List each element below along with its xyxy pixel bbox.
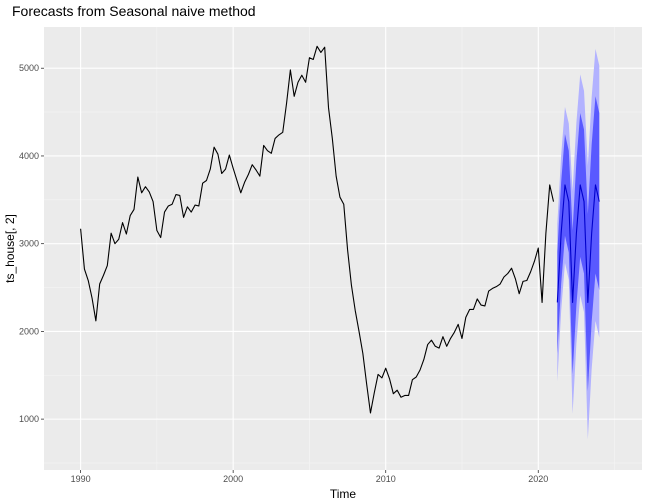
plot-panel <box>44 27 642 470</box>
chart-title: Forecasts from Seasonal naive method <box>12 3 256 19</box>
y-tick-label: 4000 <box>19 151 39 161</box>
x-tick-label: 2020 <box>528 474 548 484</box>
y-tick-label: 5000 <box>19 63 39 73</box>
prediction-intervals <box>557 48 600 440</box>
y-axis-title: ts_house[, 2] <box>3 214 17 283</box>
x-axis-title: Time <box>330 487 357 501</box>
series-lines <box>80 45 600 414</box>
band-80 <box>557 96 600 392</box>
x-tick-label: 1990 <box>71 474 91 484</box>
forecast-line <box>556 184 600 304</box>
y-tick-label: 1000 <box>19 414 39 424</box>
minor-gridlines <box>44 27 642 470</box>
y-tick-label: 3000 <box>19 239 39 249</box>
y-axis-ticks: 1000 2000 3000 4000 5000 <box>19 63 44 424</box>
history-line <box>80 45 555 414</box>
x-axis-ticks: 1990 2000 2010 2020 <box>71 470 548 484</box>
x-tick-label: 2000 <box>223 474 243 484</box>
y-tick-label: 2000 <box>19 326 39 336</box>
x-tick-label: 2010 <box>376 474 396 484</box>
